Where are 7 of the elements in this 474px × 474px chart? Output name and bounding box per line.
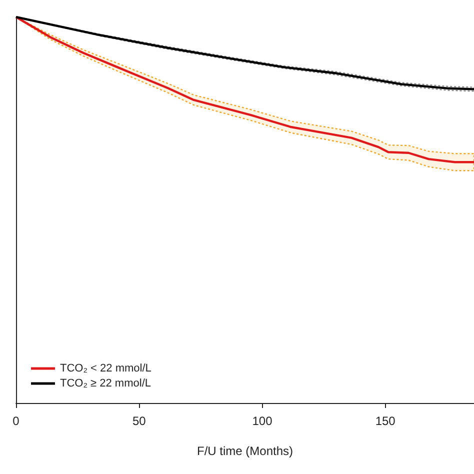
- x-tick-label: 150: [375, 414, 396, 428]
- x-axis-title: F/U time (Months): [196, 444, 294, 458]
- legend-label: TCO₂ < 22 mmol/L: [60, 362, 152, 374]
- x-tick-label: 100: [252, 414, 273, 428]
- x-tick-label: 0: [12, 414, 20, 428]
- x-tick-label: 50: [132, 414, 146, 428]
- legend-label: TCO₂ ≥ 22 mmol/L: [60, 378, 151, 390]
